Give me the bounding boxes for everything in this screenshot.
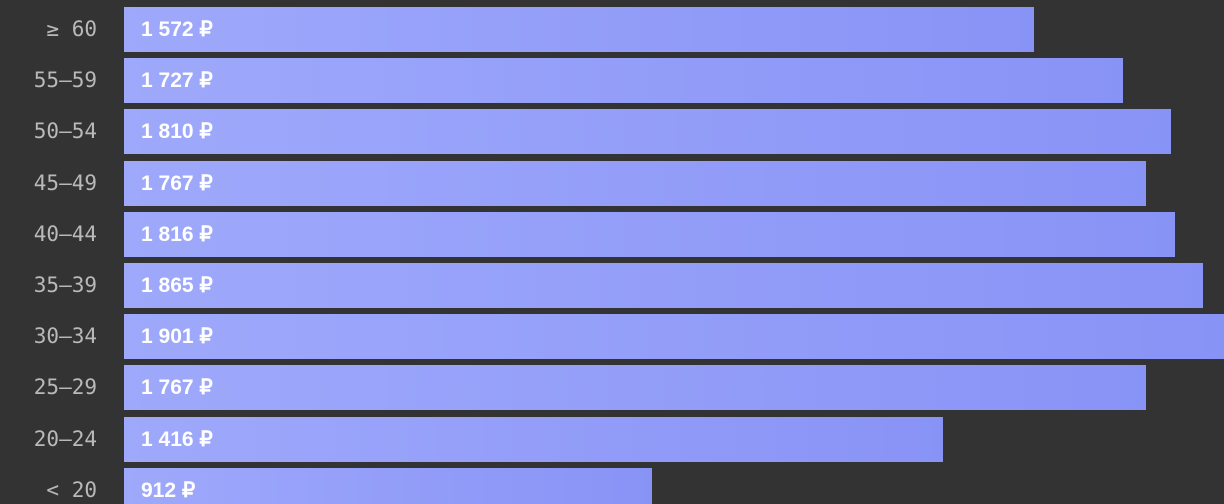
value-label: 1 572 ₽	[141, 18, 213, 41]
bar-row: < 20 912 ₽	[0, 468, 1224, 504]
bar	[124, 314, 1224, 359]
bar	[124, 58, 1123, 103]
value-label: 1 416 ₽	[141, 428, 213, 451]
bar-row: 45—49 1 767 ₽	[0, 161, 1224, 206]
bar	[124, 468, 652, 504]
category-label: 20—24	[33, 427, 97, 451]
bar	[124, 263, 1203, 308]
bar	[124, 212, 1175, 257]
bar-row: ≥ 60 1 572 ₽	[0, 7, 1224, 52]
value-label: 1 767 ₽	[141, 376, 213, 399]
bar	[124, 417, 943, 462]
bar	[124, 161, 1146, 206]
value-label: 1 767 ₽	[141, 172, 213, 195]
bar-row: 25—29 1 767 ₽	[0, 365, 1224, 410]
bar	[124, 7, 1034, 52]
value-label: 1 810 ₽	[141, 120, 213, 143]
bar-row: 30—34 1 901 ₽	[0, 314, 1224, 359]
value-label: 1 865 ₽	[141, 274, 213, 297]
category-label: 45—49	[33, 171, 97, 195]
value-label: 912 ₽	[141, 479, 196, 502]
category-label: < 20	[46, 478, 97, 502]
bar-row: 50—54 1 810 ₽	[0, 109, 1224, 154]
category-label: 25—29	[33, 375, 97, 399]
category-label: 50—54	[33, 119, 97, 143]
category-label: 40—44	[33, 222, 97, 246]
value-label: 1 901 ₽	[141, 325, 213, 348]
bar-row: 55—59 1 727 ₽	[0, 58, 1224, 103]
category-label: ≥ 60	[46, 17, 97, 41]
category-label: 30—34	[33, 324, 97, 348]
bar	[124, 365, 1146, 410]
value-label: 1 816 ₽	[141, 223, 213, 246]
category-label: 55—59	[33, 68, 97, 92]
category-label: 35—39	[33, 273, 97, 297]
bar	[124, 109, 1171, 154]
bar-row: 35—39 1 865 ₽	[0, 263, 1224, 308]
value-label: 1 727 ₽	[141, 69, 213, 92]
bar-row: 20—24 1 416 ₽	[0, 417, 1224, 462]
bar-row: 40—44 1 816 ₽	[0, 212, 1224, 257]
